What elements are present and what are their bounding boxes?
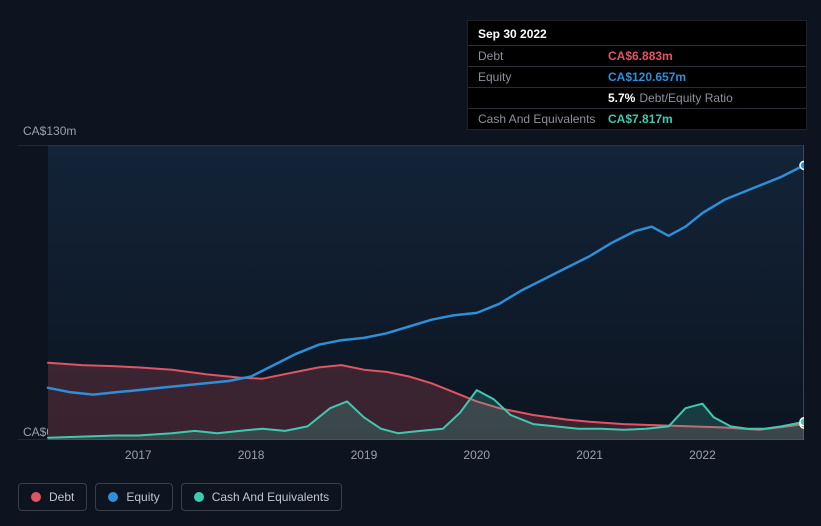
tooltip-row-value: CA$7.817m [608, 112, 673, 126]
legend-label: Equity [126, 490, 159, 504]
xaxis-tick: 2017 [125, 448, 152, 462]
tooltip-row-note: Debt/Equity Ratio [639, 91, 732, 105]
yaxis-top-label: CA$130m [23, 124, 76, 138]
legend-label: Cash And Equivalents [212, 490, 329, 504]
tooltip-date: Sep 30 2022 [468, 21, 806, 45]
legend-toggle[interactable]: Equity [95, 483, 172, 511]
tooltip-row: Cash And EquivalentsCA$7.817m [468, 108, 806, 129]
tooltip-row: EquityCA$120.657m [468, 66, 806, 87]
xaxis-tick: 2020 [463, 448, 490, 462]
xaxis-tick: 2018 [238, 448, 265, 462]
legend-toggle[interactable]: Cash And Equivalents [181, 483, 342, 511]
legend-dot-icon [194, 492, 204, 502]
tooltip-row-value: 5.7%Debt/Equity Ratio [608, 91, 733, 105]
xaxis-tick: 2022 [689, 448, 716, 462]
xaxis: 2017 2018 2019 2020 2021 2022 [48, 448, 804, 466]
legend-toggle[interactable]: Debt [18, 483, 87, 511]
xaxis-tick: 2021 [576, 448, 603, 462]
tooltip-row-value: CA$6.883m [608, 49, 673, 63]
tooltip-row-label: Cash And Equivalents [478, 112, 608, 126]
data-tooltip: Sep 30 2022 DebtCA$6.883mEquityCA$120.65… [467, 20, 807, 130]
legend: Debt Equity Cash And Equivalents [18, 483, 342, 511]
chart-root: Sep 30 2022 DebtCA$6.883mEquityCA$120.65… [0, 0, 821, 526]
tooltip-row: DebtCA$6.883m [468, 45, 806, 66]
tooltip-row: 5.7%Debt/Equity Ratio [468, 87, 806, 108]
plot-area[interactable] [18, 145, 804, 440]
legend-dot-icon [108, 492, 118, 502]
cash-marker-dot [800, 418, 804, 426]
equity-marker-dot [800, 161, 804, 169]
legend-dot-icon [31, 492, 41, 502]
tooltip-row-label: Equity [478, 70, 608, 84]
legend-label: Debt [49, 490, 74, 504]
tooltip-row-label: Debt [478, 49, 608, 63]
tooltip-row-label [478, 91, 608, 105]
xaxis-tick: 2019 [351, 448, 378, 462]
tooltip-row-value: CA$120.657m [608, 70, 686, 84]
chart-svg [18, 145, 804, 440]
